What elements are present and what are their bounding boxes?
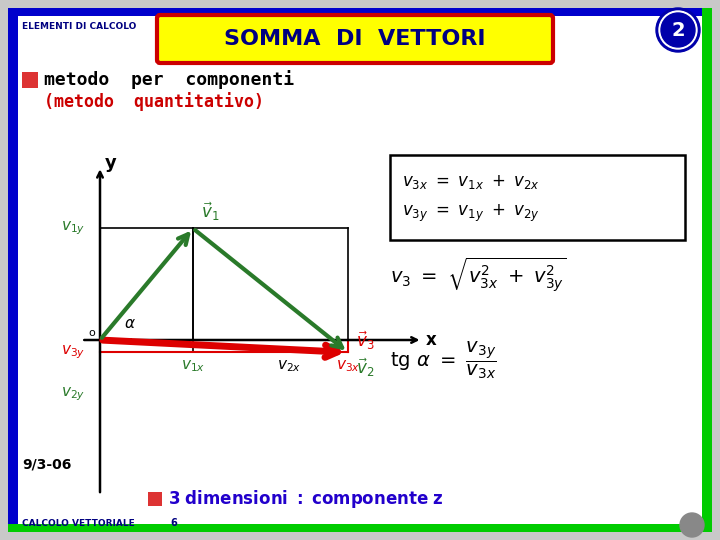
Text: CALCOLO VETTORIALE: CALCOLO VETTORIALE [22,518,135,528]
Text: $v_3\ =\ \sqrt{v_{3x}^2\ +\ v_{3y}^2}$: $v_3\ =\ \sqrt{v_{3x}^2\ +\ v_{3y}^2}$ [390,256,567,294]
Bar [148,492,162,506]
Text: $v_{3x}\ =\ v_{1x}\ +\ v_{2x}$: $v_{3x}\ =\ v_{1x}\ +\ v_{2x}$ [402,173,540,191]
Text: $v_{3y}\ =\ v_{1y}\ +\ v_{2y}$: $v_{3y}\ =\ v_{1y}\ +\ v_{2y}$ [402,202,540,224]
Text: o: o [89,328,96,338]
Text: x: x [426,331,436,349]
Text: 9/3-06: 9/3-06 [22,458,71,472]
Text: $\alpha$: $\alpha$ [124,316,135,331]
Text: $\vec{v}_2$: $\vec{v}_2$ [356,357,374,380]
Text: y: y [105,154,117,172]
Text: $v_{2x}$: $v_{2x}$ [277,358,301,374]
Text: $v_{1x}$: $v_{1x}$ [181,358,205,374]
Circle shape [656,8,700,52]
Text: ELEMENTI DI CALCOLO: ELEMENTI DI CALCOLO [22,22,136,31]
Text: $v_{2y}$: $v_{2y}$ [60,386,85,403]
Text: metodo  per  componenti: metodo per componenti [44,71,294,90]
Text: $\vec{v}_1$: $\vec{v}_1$ [201,201,220,224]
Circle shape [661,13,695,47]
Text: $v_{1y}$: $v_{1y}$ [60,220,85,237]
Circle shape [680,513,704,537]
Bar [8,8,712,16]
Text: $\vec{v}_3$: $\vec{v}_3$ [356,330,374,353]
Text: $v_{3x}$: $v_{3x}$ [336,358,360,374]
Circle shape [659,11,697,49]
Bar [390,155,685,240]
Text: 2: 2 [671,21,685,39]
Text: $\mathbf{3\ dimensioni\ :\ componente\ z}$: $\mathbf{3\ dimensioni\ :\ componente\ z… [168,488,444,510]
Bar [702,8,712,532]
Text: 6: 6 [170,518,176,528]
FancyBboxPatch shape [157,15,553,63]
Bar [8,524,712,532]
Bar [8,8,18,532]
Text: SOMMA  DI  VETTORI: SOMMA DI VETTORI [224,29,486,49]
Bar [22,72,38,88]
Text: (metodo  quantitativo): (metodo quantitativo) [44,92,264,111]
Text: $\mathrm{tg}\ \alpha\ =\ \dfrac{v_{3y}}{v_{3x}}$: $\mathrm{tg}\ \alpha\ =\ \dfrac{v_{3y}}{… [390,339,497,381]
Text: $v_{3y}$: $v_{3y}$ [60,343,85,361]
